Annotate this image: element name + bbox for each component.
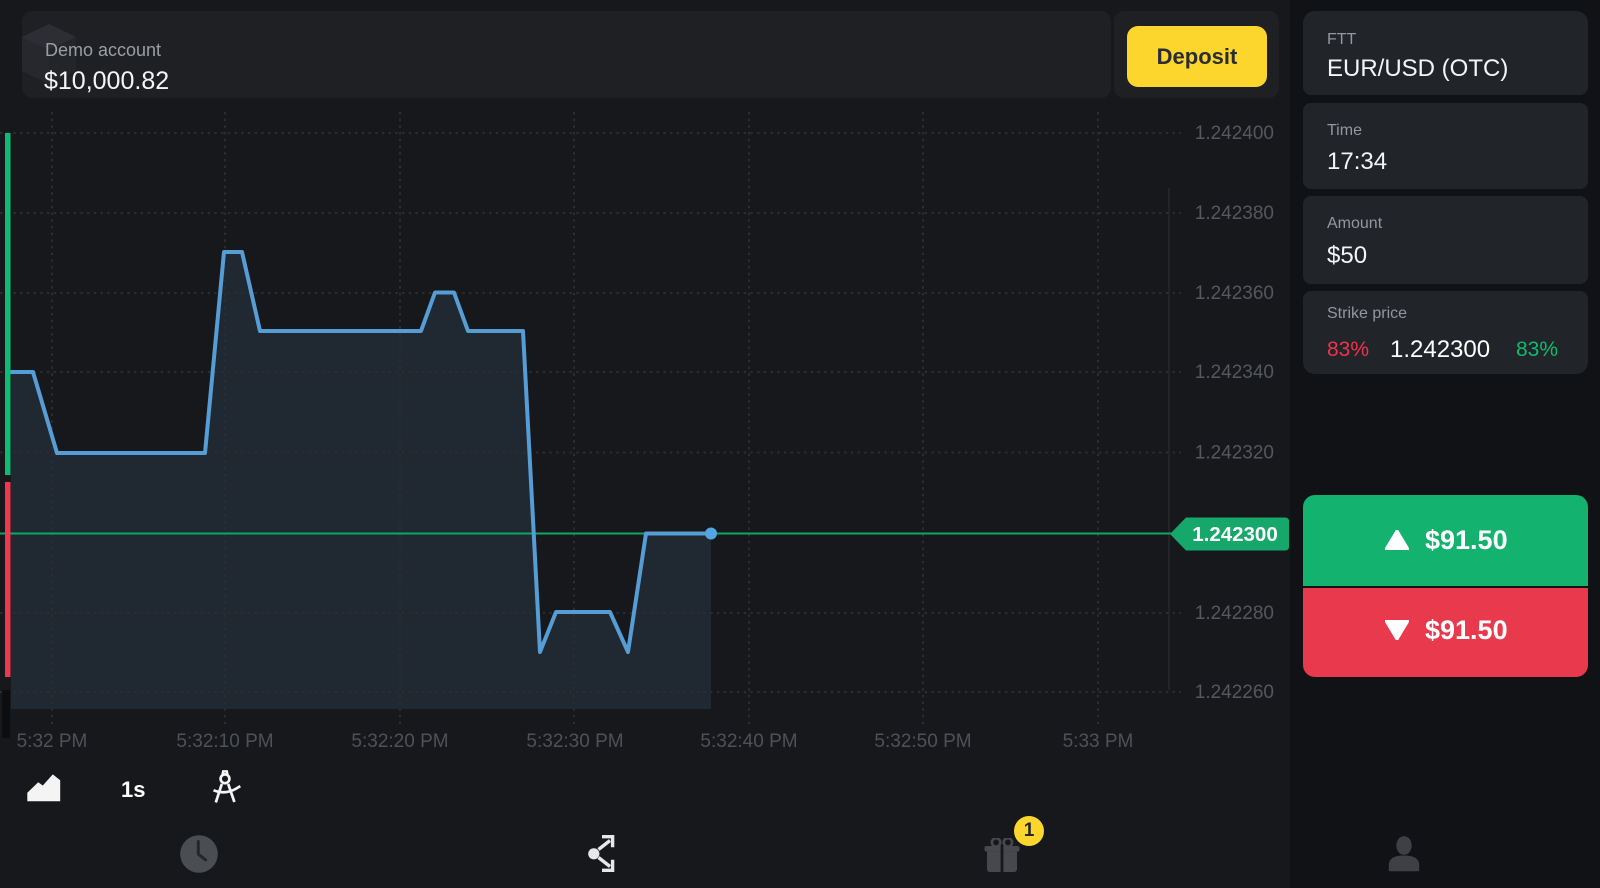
svg-text:5:33 PM: 5:33 PM (1063, 731, 1134, 752)
svg-text:5:32:10 PM: 5:32:10 PM (176, 731, 273, 752)
svg-text:1.242380: 1.242380 (1195, 203, 1274, 224)
svg-text:5:32:40 PM: 5:32:40 PM (700, 731, 797, 752)
svg-text:1.242340: 1.242340 (1195, 362, 1274, 383)
svg-text:1.242280: 1.242280 (1195, 603, 1274, 624)
svg-text:1.242300: 1.242300 (1192, 523, 1278, 546)
svg-text:5:32 PM: 5:32 PM (17, 731, 88, 752)
svg-text:1.242260: 1.242260 (1195, 682, 1274, 703)
svg-text:1.242360: 1.242360 (1195, 283, 1274, 304)
svg-text:5:32:50 PM: 5:32:50 PM (874, 731, 971, 752)
svg-text:5:32:20 PM: 5:32:20 PM (351, 731, 448, 752)
svg-text:1.242320: 1.242320 (1195, 443, 1274, 464)
svg-text:5:32:30 PM: 5:32:30 PM (526, 731, 623, 752)
svg-text:1.242400: 1.242400 (1195, 123, 1274, 144)
